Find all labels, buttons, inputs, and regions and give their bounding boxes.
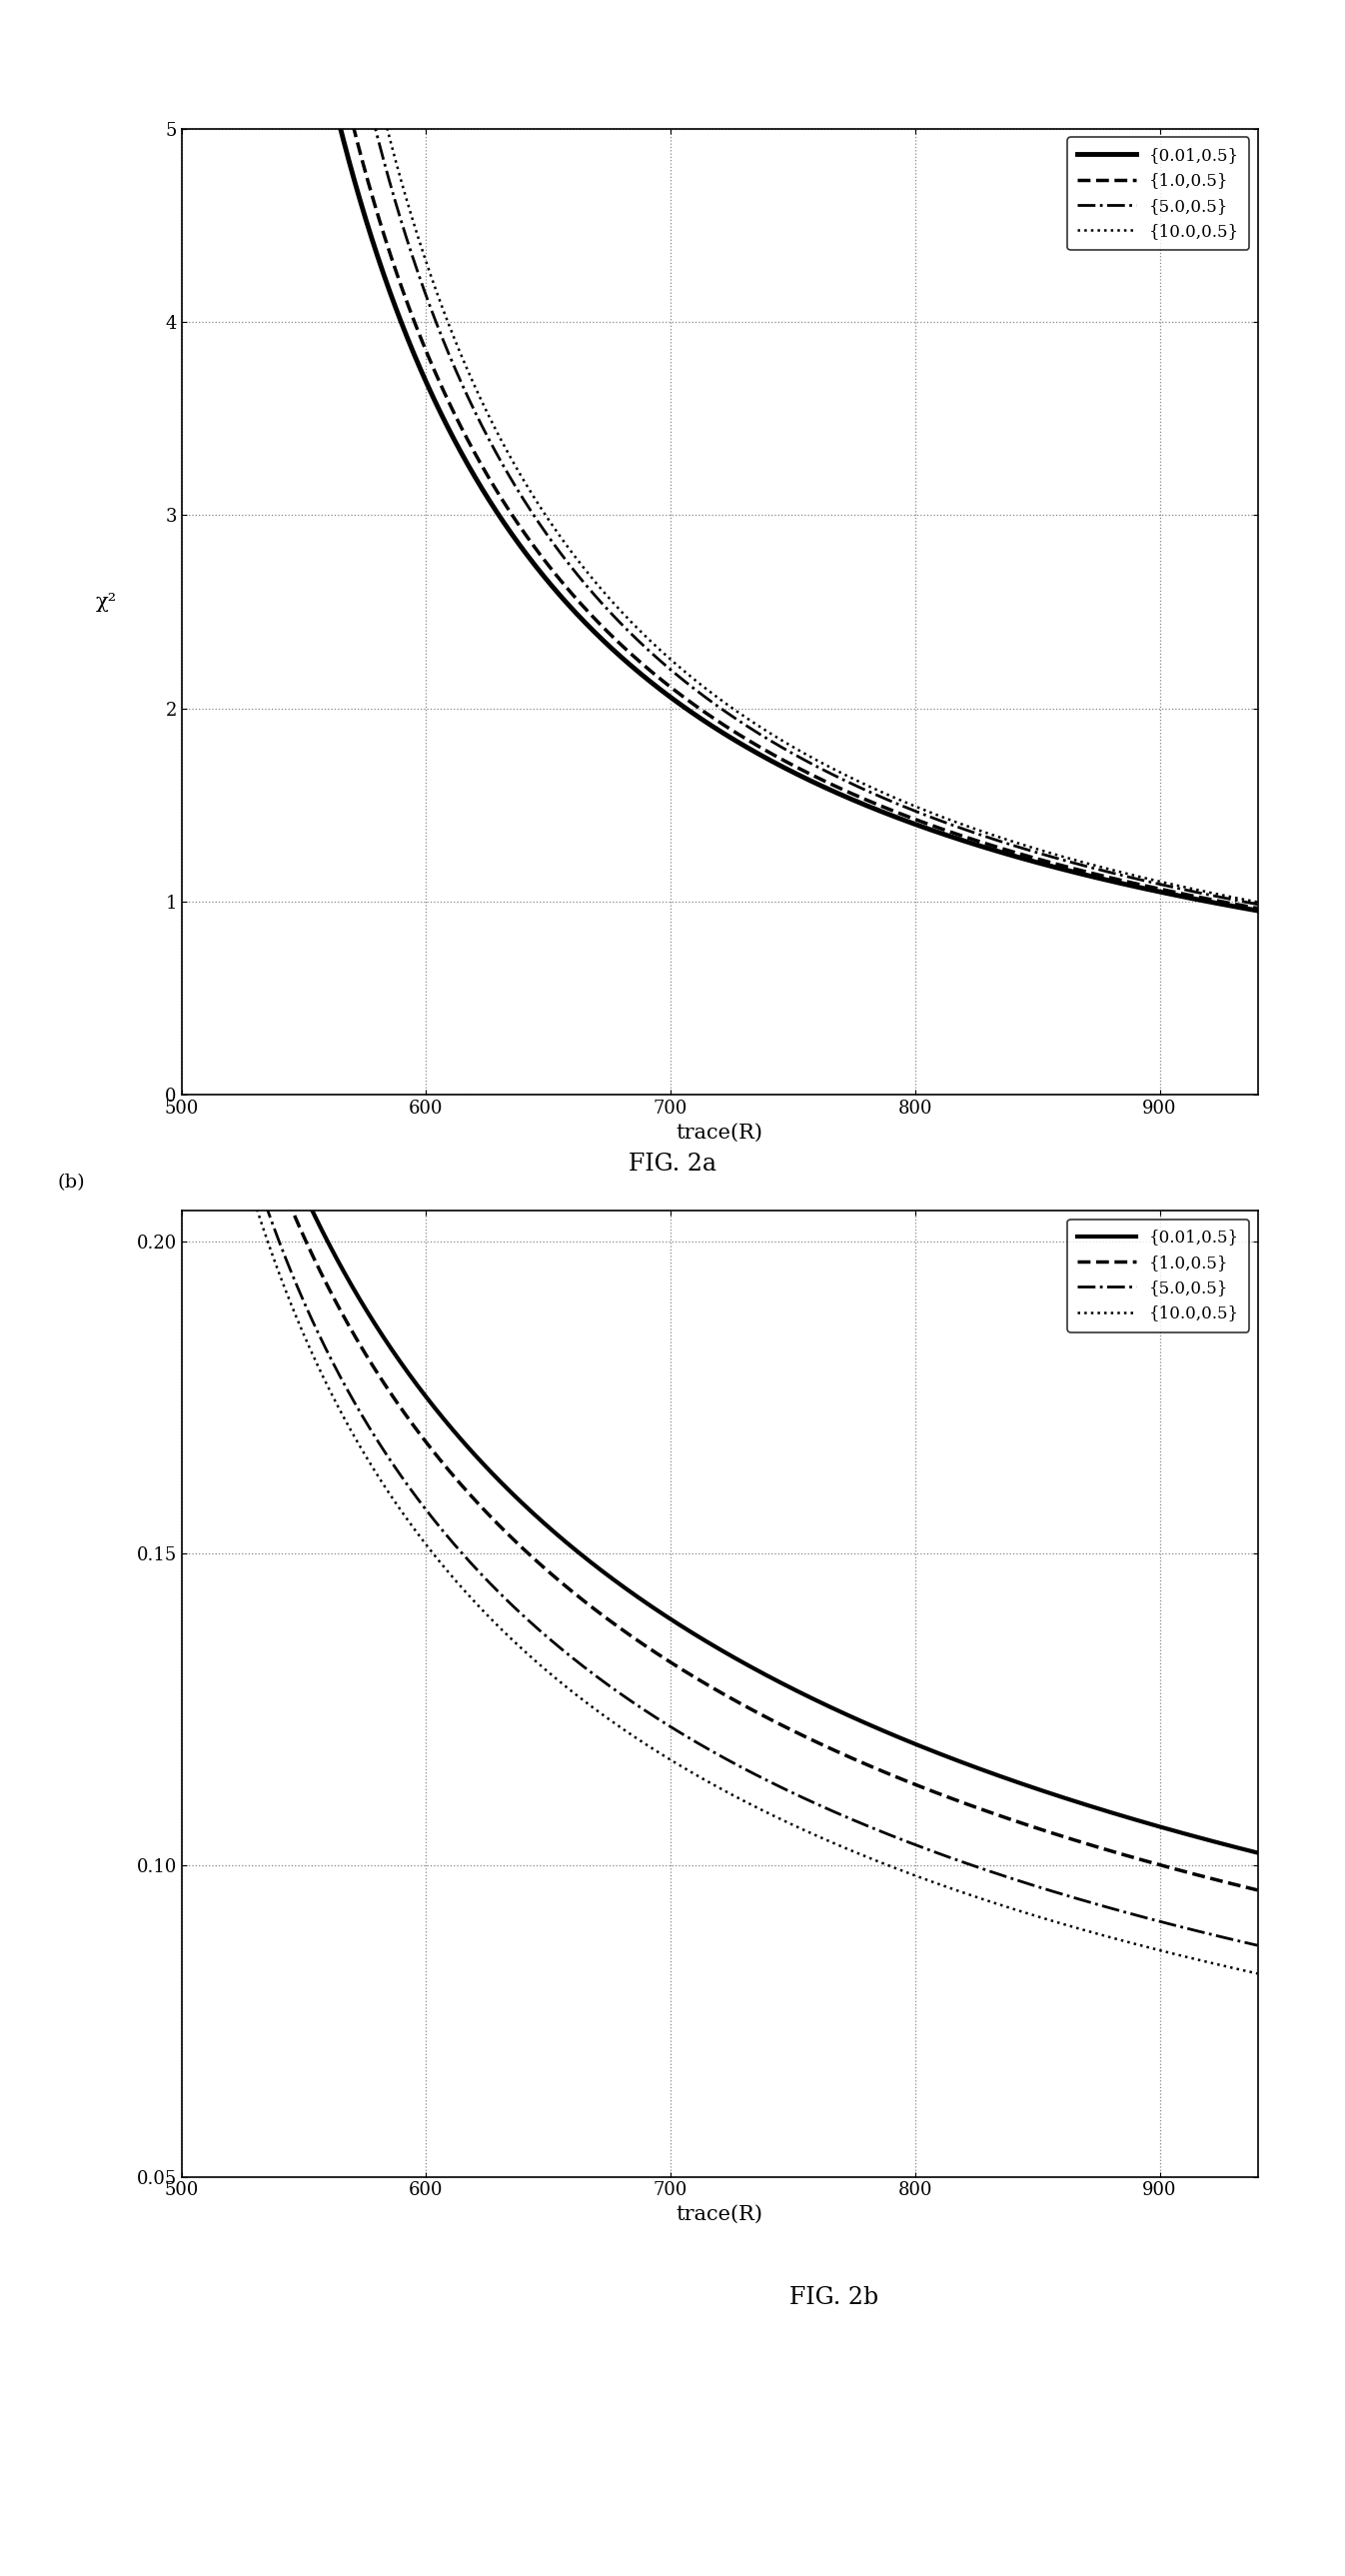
{5.0,0.5} — [1229, 1924, 1245, 1955]
{0.01,0.5} — [1250, 1837, 1266, 1868]
{10.0,0.5} — [362, 39, 378, 70]
{5.0,0.5} — [675, 665, 691, 696]
{5.0,0.5} — [1122, 863, 1138, 894]
{0.01,0.5} — [1250, 896, 1266, 927]
{1.0,0.5} — [421, 343, 437, 374]
{0.01,0.5} — [675, 1613, 691, 1643]
Line: {10.0,0.5}: {10.0,0.5} — [256, 0, 1258, 902]
{5.0,0.5} — [421, 289, 437, 319]
{1.0,0.5} — [631, 647, 647, 677]
{1.0,0.5} — [1229, 1870, 1245, 1901]
{10.0,0.5} — [631, 616, 647, 647]
Text: FIG. 2a: FIG. 2a — [628, 1154, 717, 1175]
{1.0,0.5} — [1250, 1875, 1266, 1906]
{10.0,0.5} — [1229, 884, 1245, 914]
{5.0,0.5} — [631, 1692, 647, 1723]
{10.0,0.5} — [1250, 1958, 1266, 1989]
{10.0,0.5} — [1122, 858, 1138, 889]
{5.0,0.5} — [362, 1412, 378, 1443]
{0.01,0.5} — [1229, 1832, 1245, 1862]
Legend: {0.01,0.5}, {1.0,0.5}, {5.0,0.5}, {10.0,0.5}: {0.01,0.5}, {1.0,0.5}, {5.0,0.5}, {10.0,… — [1068, 137, 1250, 250]
{1.0,0.5} — [675, 680, 691, 711]
Text: (b): (b) — [58, 1175, 86, 1190]
{0.01,0.5} — [631, 1582, 647, 1613]
Line: {1.0,0.5}: {1.0,0.5} — [256, 1113, 1258, 1891]
{10.0,0.5} — [421, 255, 437, 286]
{10.0,0.5} — [675, 1752, 691, 1783]
{10.0,0.5} — [421, 1533, 437, 1564]
{1.0,0.5} — [247, 1097, 264, 1128]
{1.0,0.5} — [1250, 894, 1266, 925]
Line: {10.0,0.5}: {10.0,0.5} — [256, 1203, 1258, 1973]
{5.0,0.5} — [1250, 1929, 1266, 1960]
{10.0,0.5} — [1250, 886, 1266, 917]
{5.0,0.5} — [1122, 1899, 1138, 1929]
{1.0,0.5} — [631, 1625, 647, 1656]
{5.0,0.5} — [631, 626, 647, 657]
Line: {0.01,0.5}: {0.01,0.5} — [256, 1072, 1258, 1852]
{5.0,0.5} — [421, 1497, 437, 1528]
{10.0,0.5} — [1122, 1927, 1138, 1958]
{1.0,0.5} — [675, 1654, 691, 1685]
Y-axis label: χ²: χ² — [95, 592, 117, 613]
{1.0,0.5} — [421, 1430, 437, 1461]
Line: {0.01,0.5}: {0.01,0.5} — [256, 0, 1258, 912]
{10.0,0.5} — [631, 1726, 647, 1757]
{5.0,0.5} — [247, 1157, 264, 1188]
{10.0,0.5} — [247, 1188, 264, 1218]
Line: {1.0,0.5}: {1.0,0.5} — [256, 0, 1258, 909]
X-axis label: trace(R): trace(R) — [677, 2205, 763, 2223]
{0.01,0.5} — [1122, 871, 1138, 902]
{1.0,0.5} — [1229, 889, 1245, 920]
{10.0,0.5} — [675, 654, 691, 685]
{0.01,0.5} — [1229, 891, 1245, 922]
Line: {5.0,0.5}: {5.0,0.5} — [256, 0, 1258, 904]
{5.0,0.5} — [675, 1718, 691, 1749]
{1.0,0.5} — [362, 1345, 378, 1376]
Legend: {0.01,0.5}, {1.0,0.5}, {5.0,0.5}, {10.0,0.5}: {0.01,0.5}, {1.0,0.5}, {5.0,0.5}, {10.0,… — [1068, 1218, 1250, 1332]
{5.0,0.5} — [1250, 889, 1266, 920]
{1.0,0.5} — [362, 170, 378, 201]
{1.0,0.5} — [1122, 868, 1138, 899]
{0.01,0.5} — [421, 1386, 437, 1417]
Line: {5.0,0.5}: {5.0,0.5} — [256, 1172, 1258, 1945]
{0.01,0.5} — [362, 216, 378, 247]
{1.0,0.5} — [1122, 1842, 1138, 1873]
Text: FIG. 2b: FIG. 2b — [790, 2287, 878, 2308]
{0.01,0.5} — [675, 690, 691, 721]
{0.01,0.5} — [362, 1298, 378, 1329]
{0.01,0.5} — [631, 657, 647, 688]
{10.0,0.5} — [362, 1448, 378, 1479]
{5.0,0.5} — [362, 88, 378, 118]
{0.01,0.5} — [247, 1056, 264, 1087]
X-axis label: trace(R): trace(R) — [677, 1123, 763, 1141]
{0.01,0.5} — [421, 374, 437, 404]
{5.0,0.5} — [1229, 886, 1245, 917]
{10.0,0.5} — [1229, 1953, 1245, 1984]
{0.01,0.5} — [1122, 1803, 1138, 1834]
